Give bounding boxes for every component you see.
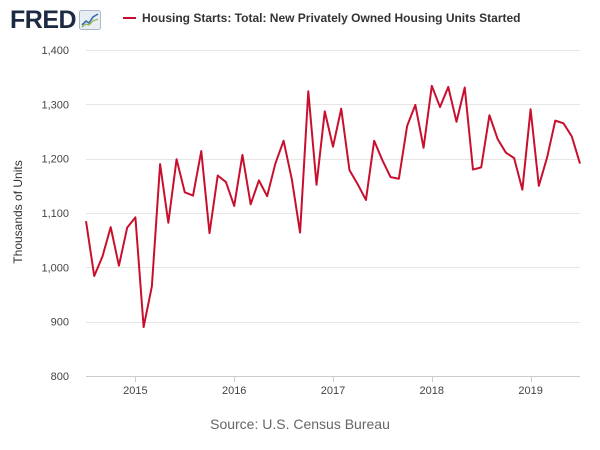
data-point[interactable] — [84, 219, 88, 223]
y-tick-label: 900 — [51, 317, 69, 329]
x-tick-label: 2018 — [420, 385, 444, 397]
data-point[interactable] — [356, 182, 360, 186]
data-point[interactable] — [487, 113, 491, 117]
data-point[interactable] — [191, 194, 195, 198]
legend-swatch — [123, 17, 136, 19]
x-tick-label: 2015 — [123, 385, 147, 397]
y-tick-label: 1,200 — [41, 154, 69, 166]
data-point[interactable] — [166, 221, 170, 225]
y-tick-label: 800 — [51, 371, 69, 383]
y-tick-label: 1,000 — [41, 262, 69, 274]
data-point[interactable] — [537, 184, 541, 188]
data-point[interactable] — [109, 225, 113, 229]
data-point[interactable] — [208, 231, 212, 235]
data-point[interactable] — [273, 162, 277, 166]
data-point[interactable] — [315, 183, 319, 187]
data-point[interactable] — [257, 178, 261, 182]
data-point[interactable] — [183, 190, 187, 194]
graph-icon — [79, 10, 102, 30]
data-point[interactable] — [512, 156, 516, 160]
y-tick-label: 1,400 — [41, 45, 69, 57]
data-point[interactable] — [446, 85, 450, 89]
data-point[interactable] — [389, 175, 393, 179]
data-point[interactable] — [578, 162, 582, 166]
data-point[interactable] — [455, 120, 459, 124]
chart-header: FRED Housing Starts: Total: New Privatel… — [0, 0, 600, 40]
data-point[interactable] — [298, 231, 302, 235]
data-point[interactable] — [520, 188, 524, 192]
data-point[interactable] — [413, 103, 417, 107]
data-point[interactable] — [430, 84, 434, 88]
data-point[interactable] — [199, 149, 203, 153]
data-point[interactable] — [133, 215, 137, 219]
fred-logo-text: FRED — [10, 6, 77, 34]
data-point[interactable] — [290, 177, 294, 181]
data-point[interactable] — [100, 254, 104, 258]
chart-legend[interactable]: Housing Starts: Total: New Privately Own… — [123, 11, 521, 25]
data-point[interactable] — [323, 109, 327, 113]
data-point[interactable] — [240, 153, 244, 157]
data-point[interactable] — [553, 119, 557, 123]
data-point[interactable] — [562, 121, 566, 125]
fred-logo[interactable]: FRED — [10, 6, 102, 34]
series-layer — [84, 84, 582, 329]
data-point[interactable] — [125, 226, 129, 230]
data-point[interactable] — [463, 85, 467, 89]
axes — [86, 376, 580, 382]
data-point[interactable] — [438, 105, 442, 109]
data-point[interactable] — [117, 264, 121, 268]
x-tick-label: 2019 — [518, 385, 542, 397]
data-point[interactable] — [216, 174, 220, 178]
data-point[interactable] — [479, 165, 483, 169]
y-tick-labels: 800 900 1,000 1,100 1,200 1,300 1,400 — [41, 45, 69, 383]
data-point[interactable] — [306, 89, 310, 93]
data-point[interactable] — [282, 139, 286, 143]
data-point[interactable] — [347, 168, 351, 172]
y-tick-label: 1,300 — [41, 99, 69, 111]
data-point[interactable] — [339, 107, 343, 111]
data-point[interactable] — [265, 194, 269, 198]
data-point[interactable] — [331, 145, 335, 149]
data-point[interactable] — [405, 124, 409, 128]
x-tick-labels: 2015 2016 2017 2018 2019 — [123, 385, 543, 397]
data-point[interactable] — [175, 157, 179, 161]
y-axis-title: Thousands of Units — [11, 160, 25, 263]
series-line[interactable] — [85, 84, 581, 329]
data-point[interactable] — [158, 162, 162, 166]
data-point[interactable] — [471, 168, 475, 172]
data-point[interactable] — [529, 107, 533, 111]
source-text: Source: U.S. Census Bureau — [210, 416, 390, 432]
data-point[interactable] — [380, 158, 384, 162]
grid-lines — [86, 50, 580, 323]
data-point[interactable] — [142, 325, 146, 329]
data-point[interactable] — [249, 202, 253, 206]
data-point[interactable] — [422, 146, 426, 150]
x-tick-label: 2017 — [321, 385, 345, 397]
data-point[interactable] — [232, 204, 236, 208]
data-point[interactable] — [496, 137, 500, 141]
legend-label: Housing Starts: Total: New Privately Own… — [142, 11, 521, 25]
data-point[interactable] — [545, 156, 549, 160]
data-point[interactable] — [397, 177, 401, 181]
data-point[interactable] — [372, 139, 376, 143]
data-point[interactable] — [504, 151, 508, 155]
x-tick-label: 2016 — [222, 385, 246, 397]
y-tick-label: 1,100 — [41, 208, 69, 220]
data-point[interactable] — [570, 134, 574, 138]
data-point[interactable] — [224, 180, 228, 184]
data-point[interactable] — [92, 274, 96, 278]
data-point[interactable] — [150, 284, 154, 288]
data-point[interactable] — [364, 198, 368, 202]
